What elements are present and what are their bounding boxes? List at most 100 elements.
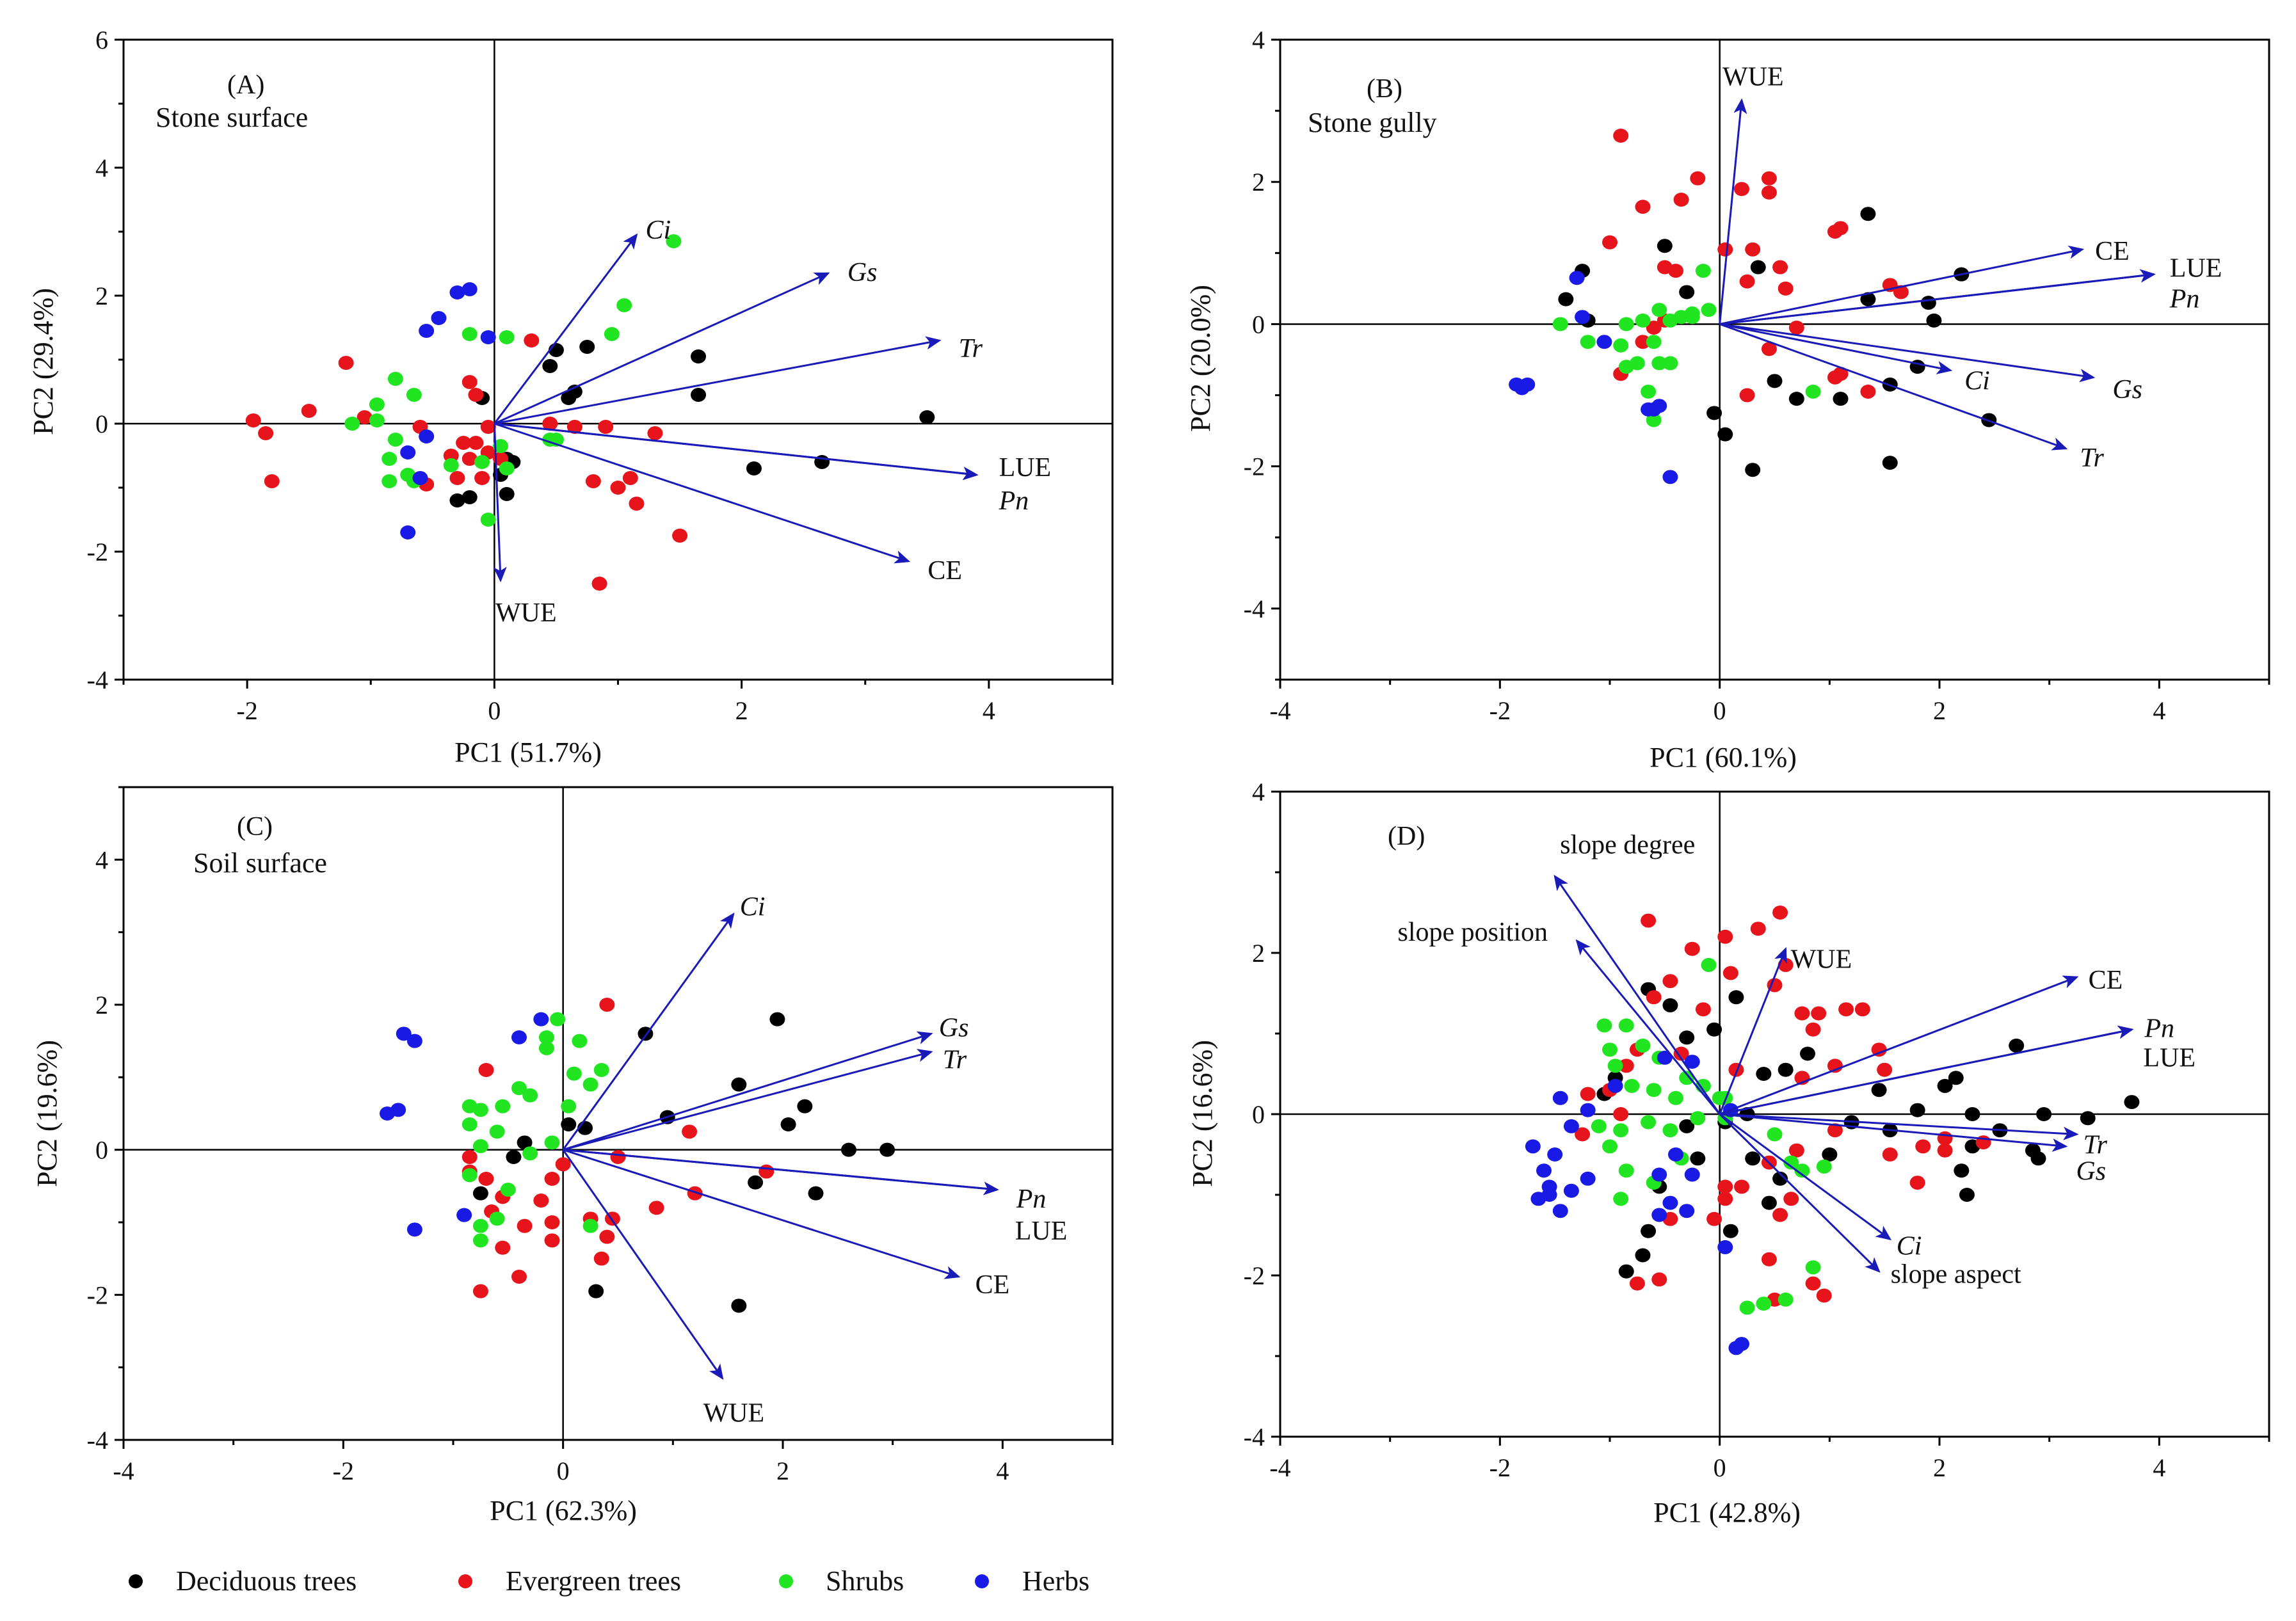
panel-d-point-evergreen-trees <box>1575 1127 1591 1142</box>
panel-b-point-evergreen-trees <box>1673 193 1689 207</box>
panel-c-xtick-label: 2 <box>776 1457 789 1485</box>
panel-d-point-evergreen-trees <box>1772 906 1788 920</box>
panel-d-point-herbs <box>1662 1195 1678 1210</box>
panel-a-xtick-label: 0 <box>488 696 501 725</box>
panel-d-point-evergreen-trees <box>1717 929 1733 944</box>
panel-a-point-evergreen-trees <box>245 413 261 427</box>
panel-d-point-evergreen-trees <box>1854 1002 1870 1017</box>
panel-d-point-deciduous-trees <box>1964 1107 1980 1121</box>
panel-d-point-evergreen-trees <box>1750 922 1766 936</box>
panel-d-point-evergreen-trees <box>1761 1252 1777 1266</box>
panel-d-point-deciduous-trees <box>1909 1103 1925 1117</box>
panel-a-point-herbs <box>400 525 416 539</box>
panel-a-vector-label: Pn <box>999 486 1029 516</box>
panel-c-point-deciduous-trees <box>780 1117 796 1131</box>
panel-d-point-evergreen-trees <box>1662 974 1678 989</box>
panel-a-point-evergreen-trees <box>566 420 582 434</box>
panel-b-point-shrubs <box>1646 335 1662 349</box>
panel-b-point-deciduous-trees <box>1706 406 1722 420</box>
panel-c-point-evergreen-trees <box>544 1215 560 1229</box>
panel-d-point-deciduous-trees <box>1871 1083 1887 1098</box>
panel-d-point-evergreen-trees <box>1706 1211 1722 1226</box>
panel-a-ytick-label: 0 <box>95 410 108 438</box>
panel-a-point-evergreen-trees <box>585 474 601 488</box>
panel-c-point-shrubs <box>544 1135 560 1150</box>
panel-d-point-herbs <box>1668 1147 1683 1162</box>
panel-b-ytick-label: -4 <box>1244 595 1265 623</box>
panel-a-point-shrubs <box>499 330 515 344</box>
panel-c-vector-label: Pn <box>1016 1185 1047 1214</box>
legend-marker-herbs <box>975 1574 989 1588</box>
panel-d-point-deciduous-trees <box>1662 998 1678 1012</box>
panel-d-point-deciduous-trees <box>1618 1264 1634 1279</box>
panel-d-point-evergreen-trees <box>1613 1107 1629 1121</box>
panel-a-point-herbs <box>419 324 435 338</box>
legend-label-evergreen: Evergreen trees <box>506 1565 681 1597</box>
panel-d-vector-ce <box>1719 975 2079 1115</box>
panel-a-point-deciduous-trees <box>542 359 558 373</box>
panel-d-point-evergreen-trees <box>1722 966 1738 980</box>
panel-d-point-shrubs <box>1805 1260 1821 1275</box>
panel-d-point-evergreen-trees <box>1827 1123 1843 1138</box>
panel-a-title: (A) <box>227 70 264 100</box>
panel-c-point-shrubs <box>511 1081 527 1096</box>
panel-b-point-herbs <box>1575 310 1591 324</box>
panel-a-vector-wue <box>493 423 507 582</box>
panel-c-point-evergreen-trees <box>478 1172 494 1186</box>
panel-d-xtick-label: 4 <box>2153 1453 2165 1482</box>
panel-a-point-evergreen-trees <box>258 426 274 440</box>
panel-a-point-shrubs <box>474 455 490 469</box>
panel-a-point-evergreen-trees <box>468 436 484 450</box>
panel-c-point-evergreen-trees <box>555 1157 571 1172</box>
panel-c-vector-label: Tr <box>943 1046 967 1075</box>
panel-c-point-shrubs <box>566 1066 582 1081</box>
panel-d-point-herbs <box>1657 1050 1673 1065</box>
panel-a-vector-label: CE <box>927 556 962 586</box>
panel-c-point-deciduous-trees <box>797 1099 813 1114</box>
panel-c-point-deciduous-trees <box>517 1135 533 1150</box>
panel-b-vector-pn <box>1719 269 2156 325</box>
panel-d-point-evergreen-trees <box>1673 1046 1689 1061</box>
panel-d-point-deciduous-trees <box>1635 1248 1651 1263</box>
panel-b-ytick-label: 4 <box>1252 26 1265 54</box>
panel-d-vector-ci <box>1719 1113 1892 1241</box>
panel-b-point-shrubs <box>1635 313 1651 328</box>
panel-c-point-evergreen-trees <box>544 1233 560 1248</box>
panel-d-point-shrubs <box>1701 957 1717 972</box>
panel-c-point-evergreen-trees <box>517 1218 533 1233</box>
panel-d-xtick-label: -4 <box>1269 1453 1290 1482</box>
legend-marker-deciduous <box>129 1574 143 1588</box>
panel-a-vector-gs <box>494 272 830 425</box>
panel-a-point-evergreen-trees <box>591 577 607 591</box>
panel-a-point-evergreen-trees <box>629 497 645 511</box>
panel-d-point-deciduous-trees <box>1800 1046 1815 1061</box>
panel-b-xtick-label: -4 <box>1269 696 1290 725</box>
panel-a-point-deciduous-trees <box>919 410 935 424</box>
panel-c-point-shrubs <box>522 1088 538 1103</box>
panel-d-xtick-label: -2 <box>1489 1453 1511 1482</box>
panel-b-point-deciduous-trees <box>1745 463 1761 477</box>
panel-a-vector-label: WUE <box>495 598 557 628</box>
panel-d-point-shrubs <box>1635 1038 1651 1053</box>
panel-d-point-shrubs <box>1783 1155 1799 1170</box>
panel-d-point-evergreen-trees <box>1646 990 1662 1005</box>
panel-d-point-shrubs <box>1646 1083 1662 1098</box>
panel-b-point-deciduous-trees <box>1788 392 1804 406</box>
panel-c-frame <box>122 786 1114 1441</box>
panel-d-point-evergreen-trees <box>1684 941 1700 956</box>
panel-d-point-shrubs <box>1591 1119 1607 1133</box>
panel-d-point-deciduous-trees <box>2124 1095 2140 1110</box>
panel-d-xtick-label: 0 <box>1714 1453 1726 1482</box>
panel-d-point-evergreen-trees <box>1734 1179 1749 1194</box>
panel-c-point-herbs <box>396 1026 412 1041</box>
panel-c-point-shrubs <box>538 1041 554 1055</box>
panel-c-point-evergreen-trees <box>610 1150 626 1164</box>
panel-c-point-shrubs <box>538 1030 554 1044</box>
panel-b-point-evergreen-trees <box>1827 370 1843 385</box>
panel-b-xtick-label: 2 <box>1933 696 1946 725</box>
panel-a-point-evergreen-trees <box>598 420 614 434</box>
panel-d-point-evergreen-trees <box>1772 1208 1788 1222</box>
panel-b-point-herbs <box>1596 335 1612 349</box>
panel-c-point-shrubs <box>489 1124 505 1139</box>
panel-d-point-evergreen-trees <box>1811 1006 1827 1021</box>
